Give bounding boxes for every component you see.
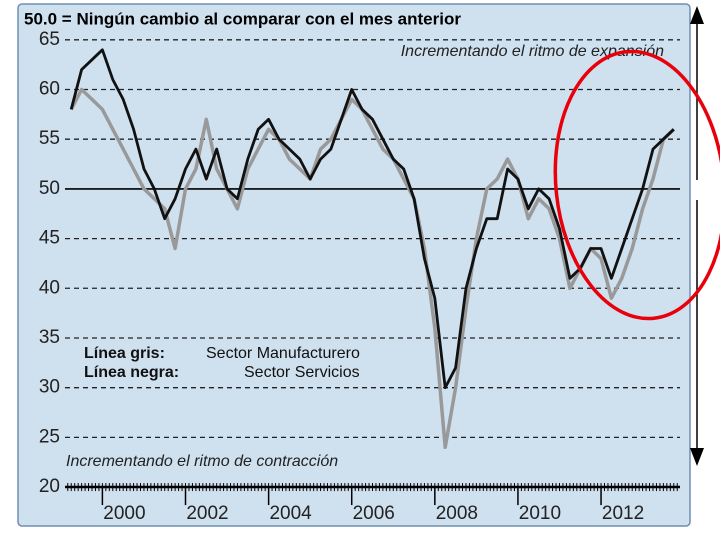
series-line	[69, 87, 676, 450]
y-tick-label: 20	[39, 476, 60, 497]
x-tick-label: 2000	[103, 503, 145, 524]
y-tick-label: 65	[39, 29, 60, 50]
y-tick-label: 45	[39, 228, 60, 249]
annotation: Incrementando el ritmo de contracción	[66, 453, 338, 470]
y-tick-label: 55	[39, 128, 60, 149]
x-tick-label: 2004	[269, 503, 312, 524]
y-tick-label: 50	[39, 178, 60, 199]
chart-title: 50.0 = Ningún cambio al comparar con el …	[24, 9, 461, 28]
highlight-ellipse	[553, 49, 720, 321]
y-tick-label: 30	[39, 377, 60, 398]
x-tick-label: 2010	[519, 503, 561, 524]
x-tick-label: 2006	[353, 503, 395, 524]
legend-label: Línea gris:	[84, 345, 165, 362]
legend-label: Línea negra:	[84, 364, 179, 381]
legend-entry: Sector Servicios	[244, 364, 360, 381]
series-line	[69, 48, 675, 390]
y-tick-label: 35	[39, 327, 60, 348]
panel	[17, 3, 691, 527]
y-tick-label: 25	[39, 426, 60, 447]
expansion-arrow	[690, 6, 704, 180]
y-tick-label: 40	[39, 277, 60, 298]
x-tick-label: 2012	[602, 503, 644, 524]
x-tick-label: 2008	[436, 503, 478, 524]
legend-entry: Sector Manufacturero	[206, 345, 360, 362]
x-tick-label: 2002	[186, 503, 228, 524]
contraction-arrow	[690, 200, 704, 466]
annotation: Incrementando el ritmo de expansión	[401, 43, 664, 60]
y-tick-label: 60	[39, 79, 60, 100]
